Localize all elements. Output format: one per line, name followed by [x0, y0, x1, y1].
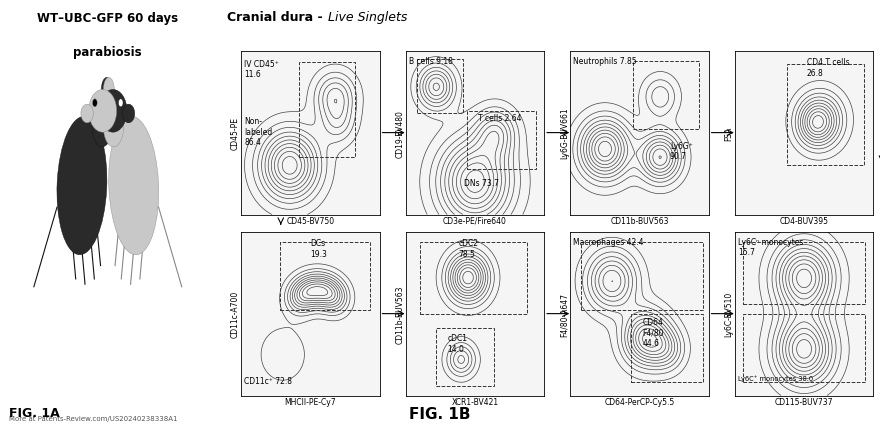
Ellipse shape [89, 90, 116, 133]
Text: DCs
19.3: DCs 19.3 [311, 239, 327, 258]
Text: FIG. 1B: FIG. 1B [409, 406, 471, 421]
X-axis label: CD11b-BUV563: CD11b-BUV563 [610, 216, 669, 225]
Bar [466, 112, 536, 169]
Bar [631, 314, 703, 383]
Bar [582, 242, 703, 310]
Bar [417, 60, 463, 114]
Bar [299, 63, 355, 158]
Text: CD4 T cells
26.8: CD4 T cells 26.8 [807, 58, 849, 77]
Bar [633, 61, 699, 130]
Text: parabiosis: parabiosis [74, 46, 142, 58]
Circle shape [119, 100, 123, 108]
X-axis label: CD115-BUV737: CD115-BUV737 [774, 397, 833, 406]
Text: DNs 73.7: DNs 73.7 [464, 179, 499, 188]
Ellipse shape [92, 108, 112, 147]
Y-axis label: FSA: FSA [724, 126, 734, 141]
Ellipse shape [81, 105, 93, 123]
Ellipse shape [99, 90, 127, 133]
Text: cDC2
78.5: cDC2 78.5 [458, 239, 479, 258]
Bar [744, 314, 865, 383]
Text: B cells 9.18: B cells 9.18 [408, 56, 452, 65]
Text: Cranial dura -: Cranial dura - [227, 11, 327, 24]
Ellipse shape [101, 78, 112, 102]
Text: T cells 2.64: T cells 2.64 [478, 114, 521, 123]
Text: cDC1
14.0: cDC1 14.0 [447, 334, 467, 353]
Text: Ly6G⁺
90.7: Ly6G⁺ 90.7 [670, 141, 693, 161]
Ellipse shape [109, 117, 158, 255]
Bar [420, 242, 527, 314]
X-axis label: XCR1-BV421: XCR1-BV421 [451, 397, 498, 406]
Text: CD11c⁺ 72.8: CD11c⁺ 72.8 [244, 376, 292, 385]
Ellipse shape [57, 117, 106, 255]
Bar [436, 329, 495, 386]
X-axis label: CD3e-PE/Fire640: CD3e-PE/Fire640 [443, 216, 507, 225]
Text: IV CD45⁺
11.6: IV CD45⁺ 11.6 [244, 60, 279, 79]
Y-axis label: Ly6C-BV510: Ly6C-BV510 [724, 292, 734, 336]
Text: CD64
F4/80
44.6: CD64 F4/80 44.6 [642, 317, 664, 347]
Ellipse shape [122, 105, 135, 123]
Text: FIG. 1A: FIG. 1A [9, 406, 60, 419]
Text: Macrophages 42.4: Macrophages 42.4 [573, 237, 643, 246]
Y-axis label: CD11c-A700: CD11c-A700 [231, 290, 240, 338]
Ellipse shape [104, 108, 123, 147]
Y-axis label: Ly6G-BUV661: Ly6G-BUV661 [560, 108, 569, 159]
X-axis label: CD4-BUV395: CD4-BUV395 [780, 216, 829, 225]
Bar [744, 242, 865, 304]
Bar [788, 64, 863, 166]
X-axis label: CD45-BV750: CD45-BV750 [286, 216, 334, 225]
Y-axis label: CD19-BV480: CD19-BV480 [395, 109, 405, 157]
X-axis label: MHCII-PE-Cy7: MHCII-PE-Cy7 [284, 397, 336, 406]
X-axis label: CD64-PerCP-Cy5.5: CD64-PerCP-Cy5.5 [605, 397, 675, 406]
Y-axis label: F4/80-A647: F4/80-A647 [560, 292, 569, 336]
Text: More at Patents-Review.com/US20240238338A1: More at Patents-Review.com/US20240238338… [9, 415, 177, 421]
Text: Non-
labeled
86.4: Non- labeled 86.4 [244, 117, 272, 147]
Y-axis label: CD11b-BUV563: CD11b-BUV563 [395, 285, 405, 343]
Circle shape [92, 100, 97, 108]
Bar [280, 242, 370, 310]
Text: Ly6C⁺ monocytes 38.0: Ly6C⁺ monocytes 38.0 [737, 375, 813, 381]
Text: Neutrophils 7.85: Neutrophils 7.85 [573, 56, 637, 65]
Text: Ly6Cⁿ monocytes
15.7: Ly6Cⁿ monocytes 15.7 [737, 237, 803, 256]
Text: Live Singlets: Live Singlets [328, 11, 407, 24]
Text: WT–UBC-GFP 60 days: WT–UBC-GFP 60 days [37, 12, 179, 25]
Y-axis label: CD45-PE: CD45-PE [231, 117, 240, 150]
Ellipse shape [104, 78, 114, 102]
